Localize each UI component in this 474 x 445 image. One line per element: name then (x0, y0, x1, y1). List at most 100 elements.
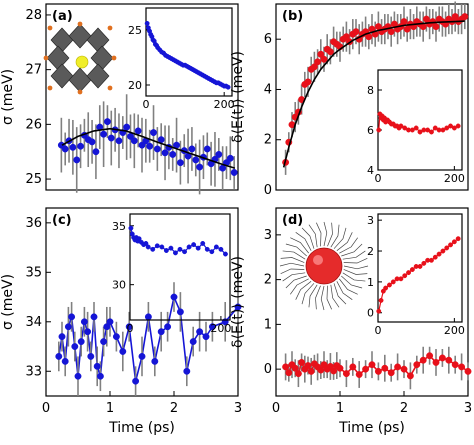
data-point (387, 28, 395, 36)
data-point (106, 318, 114, 326)
data-point (69, 143, 77, 151)
x-axis-label: Time (ps) (338, 420, 405, 436)
inset-plot: 0 200 4 6 8 (367, 69, 465, 185)
inset-data-point (218, 246, 224, 252)
inset-x-tick-label: 0 (375, 172, 382, 185)
perovskite-crystal-icon (43, 21, 117, 95)
data-point (77, 338, 85, 346)
inset-x-tick-label: 200 (444, 324, 465, 337)
data-point (103, 323, 111, 331)
data-point (381, 364, 389, 372)
y-tick-label: 0 (264, 183, 272, 198)
y-tick-label: 25 (25, 172, 42, 187)
inset-data-point (376, 308, 382, 314)
inset-y-tick-label: 20 (128, 79, 142, 92)
ligand-chain (343, 265, 369, 270)
inset-data-point (159, 244, 165, 250)
octahedron (90, 45, 114, 71)
inset-data-point (409, 127, 415, 133)
inset-x-tick-label: 0 (127, 322, 134, 335)
ligand-chain (280, 257, 305, 263)
data-point (138, 352, 146, 360)
y-tick-label: 26 (25, 117, 42, 132)
data-point (157, 328, 165, 336)
frame (275, 207, 469, 397)
ligand-chain (327, 222, 333, 247)
ligand-chain (333, 227, 347, 249)
inset-data-point (451, 125, 457, 131)
data-point (134, 127, 142, 135)
data-point (188, 145, 196, 153)
data-point (394, 363, 402, 371)
ligand-chain (315, 285, 321, 310)
panel-label: (c) (52, 213, 72, 228)
data-point (342, 33, 350, 41)
ligand-chain (330, 224, 340, 248)
fit-curve (61, 127, 236, 169)
data-point (71, 343, 79, 350)
atom-dot (43, 55, 49, 61)
inset-y-tick-label: 2 (367, 245, 374, 258)
atom-dot (77, 89, 83, 95)
data-point (84, 328, 92, 336)
inset-y-tick-label: 25 (128, 24, 142, 37)
ligand-chain (323, 221, 328, 247)
inset-data-point (455, 123, 461, 129)
inset-data-point (402, 125, 408, 131)
y-axis-label: σ (meV) (0, 69, 16, 125)
inset-data-point (409, 267, 415, 272)
data-point (80, 318, 88, 326)
data-point (61, 145, 69, 153)
ligand-chain (290, 278, 309, 295)
data-point (73, 156, 81, 164)
inset-y-tick-label: 30 (112, 279, 126, 292)
inset-data-point (145, 244, 151, 250)
x-tick-label: 2 (170, 401, 178, 416)
inset-x-tick-label: 200 (210, 322, 231, 335)
inset-frame (145, 7, 233, 97)
x-tick-label: 0 (272, 401, 280, 416)
panel-label: (b) (282, 9, 303, 24)
inset-data-point (383, 285, 389, 291)
inset-data-point (376, 127, 382, 133)
data-point (202, 333, 210, 341)
data-point (400, 18, 408, 26)
data-point (169, 150, 177, 158)
y-tick-label: 3 (264, 228, 272, 243)
data-point (208, 323, 216, 331)
data-point (107, 134, 115, 142)
data-point (326, 48, 334, 56)
inset-data-point (136, 236, 142, 242)
data-point (176, 159, 184, 167)
inset-x-tick-label: 0 (143, 98, 150, 111)
inset-data-point (390, 279, 396, 285)
ligand-chain (343, 269, 368, 275)
inset-frame (129, 213, 231, 321)
inset-data-point (417, 129, 423, 135)
inset-y-tick-label: 6 (367, 124, 374, 137)
atom-dot (47, 85, 53, 91)
data-point (362, 365, 370, 373)
data-point (226, 154, 234, 162)
data-point (146, 142, 154, 150)
ligand-chain (316, 222, 322, 247)
inset-y-tick-label: 35 (112, 220, 126, 233)
x-axis-label: Time (ps) (108, 420, 175, 436)
octahedron (86, 63, 110, 89)
ligand-chain (343, 258, 368, 264)
atom-dot (107, 85, 113, 91)
data-point (352, 28, 360, 36)
inset-data-point (387, 282, 392, 288)
inset-data-point (429, 129, 434, 135)
inset-data-point (200, 240, 206, 246)
octahedron (68, 23, 92, 49)
atom-dot (111, 55, 117, 61)
data-point (355, 371, 363, 378)
y-axis-label: δ⟨E(t)⟩ (meV) (230, 256, 246, 348)
inset-data-point (144, 20, 150, 26)
data-point (123, 123, 131, 131)
data-point (55, 352, 63, 360)
inset-data-point (182, 249, 187, 255)
data-point (88, 138, 96, 146)
x-tick-label: 3 (464, 401, 472, 416)
